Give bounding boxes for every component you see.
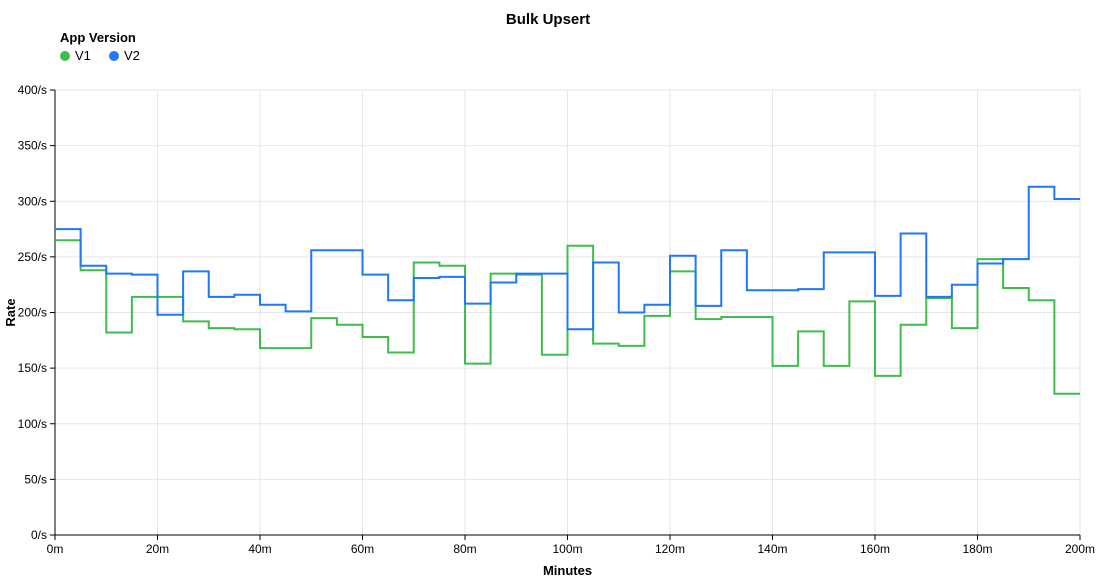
- x-tick-label: 20m: [146, 542, 169, 556]
- y-tick-label: 100/s: [18, 417, 47, 431]
- y-tick-label: 400/s: [18, 83, 47, 97]
- y-tick-label: 50/s: [24, 472, 47, 486]
- legend-label-v1: V1: [75, 48, 91, 63]
- y-tick-label: 250/s: [18, 250, 47, 264]
- y-tick-label: 200/s: [18, 306, 47, 320]
- x-tick-label: 140m: [757, 542, 787, 556]
- chart-container: Bulk Upsert 0m 20m 40m 60m 80m 100m 120m 140m 160…: [0, 0, 1096, 583]
- x-tick-label: 160m: [860, 542, 890, 556]
- y-tick-label: 0/s: [31, 528, 47, 542]
- y-tick-label: 300/s: [18, 194, 47, 208]
- x-tick-label: 60m: [351, 542, 374, 556]
- x-axis-label: Minutes: [543, 563, 592, 578]
- x-tick-label: 80m: [453, 542, 476, 556]
- x-tick-label: 0m: [47, 542, 64, 556]
- x-tick-label: 100m: [552, 542, 582, 556]
- y-tick-label: 350/s: [18, 139, 47, 153]
- x-tick-label: 120m: [655, 542, 685, 556]
- step-chart-svg: Bulk Upsert 0m 20m 40m 60m 80m 100m 120m 140m 160…: [0, 0, 1096, 583]
- y-axis-label: Rate: [3, 298, 18, 326]
- x-tick-label: 200m: [1065, 542, 1095, 556]
- x-tick-label: 40m: [248, 542, 271, 556]
- x-tick-label: 180m: [962, 542, 992, 556]
- legend-marker-v1: [60, 51, 70, 61]
- legend-label-v2: V2: [124, 48, 140, 63]
- y-tick-label: 150/s: [18, 361, 47, 375]
- chart-title: Bulk Upsert: [506, 11, 590, 28]
- legend-marker-v2: [109, 51, 119, 61]
- legend-title: App Version: [60, 30, 136, 45]
